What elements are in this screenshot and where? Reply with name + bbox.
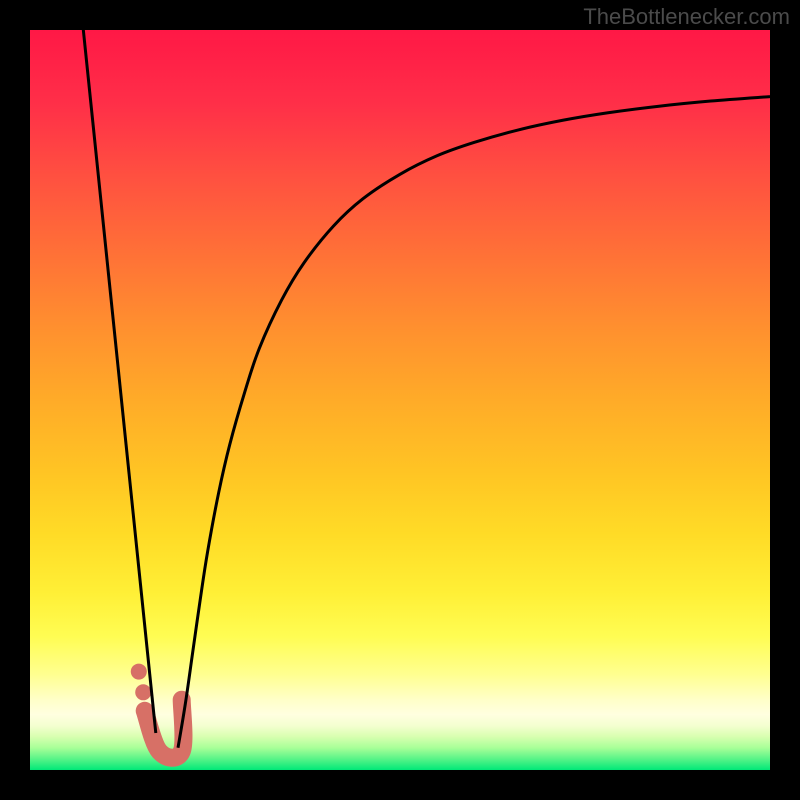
highlight-dot <box>131 664 147 680</box>
plot-gradient-background <box>30 30 770 770</box>
chart-stage: TheBottlenecker.com <box>0 0 800 800</box>
watermark-text: TheBottlenecker.com <box>583 4 790 30</box>
highlight-dot <box>135 684 151 700</box>
bottleneck-curve-chart <box>0 0 800 800</box>
